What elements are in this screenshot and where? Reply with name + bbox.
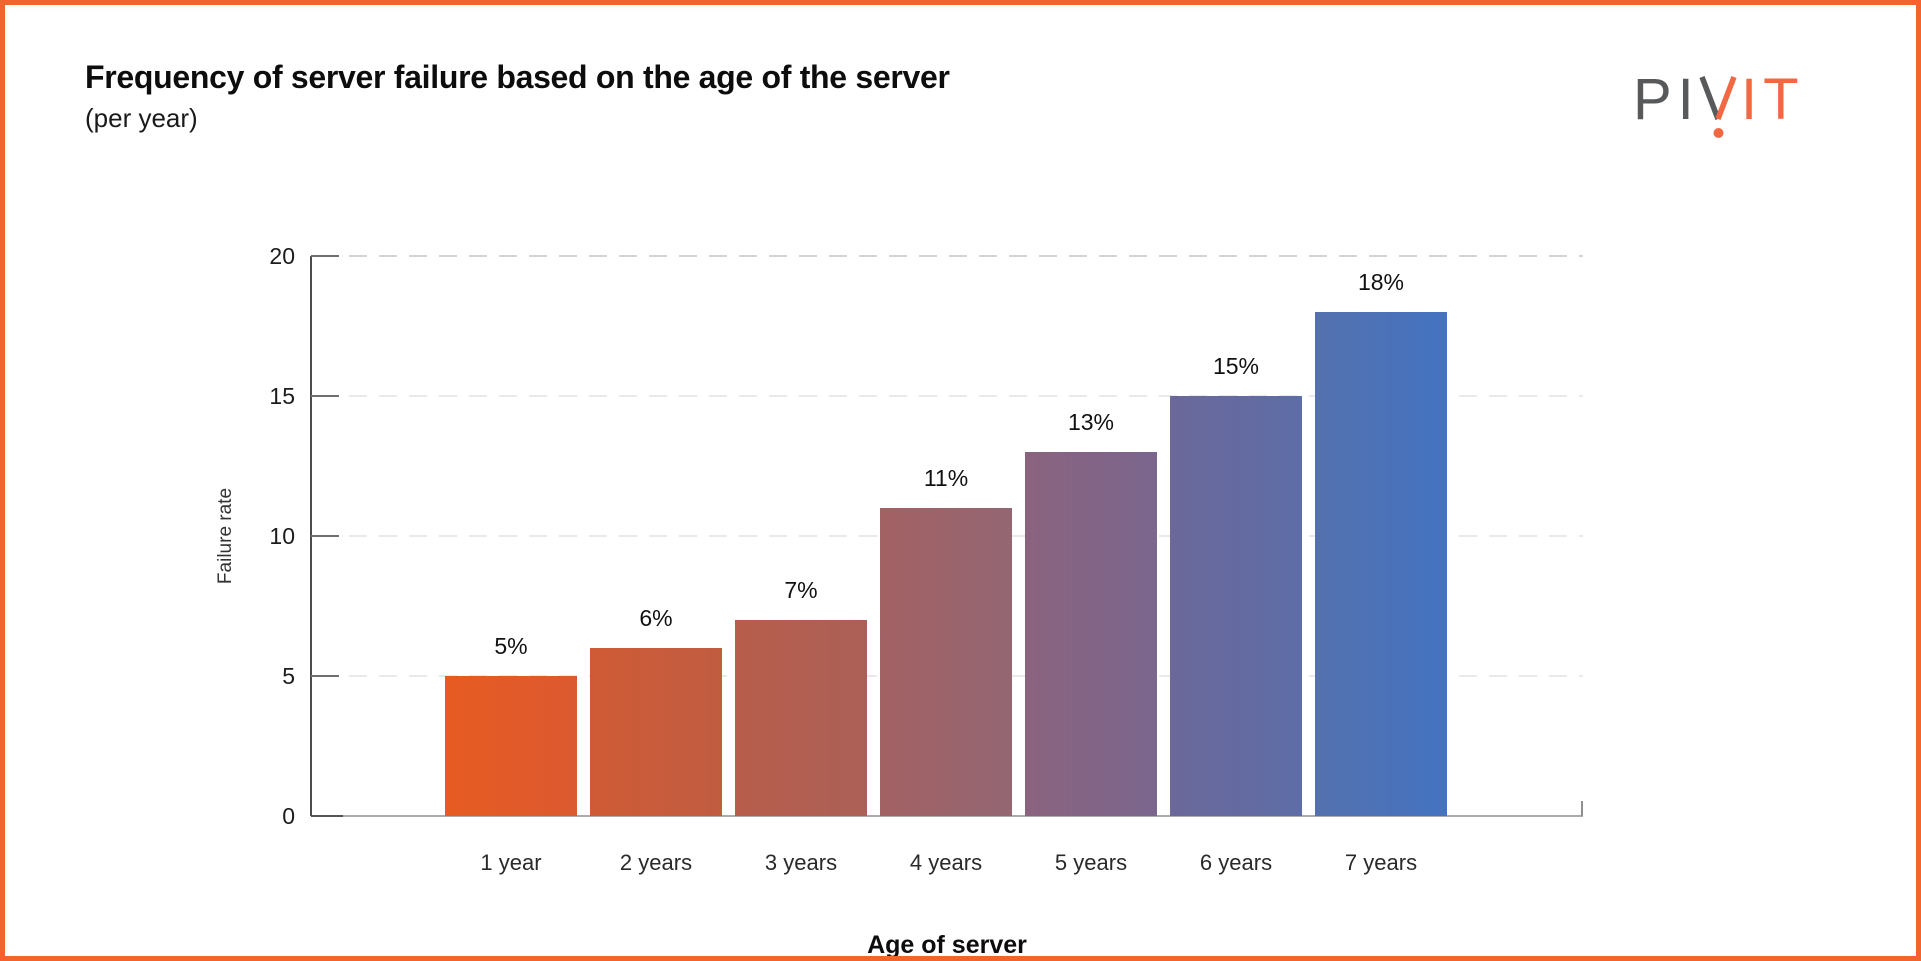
bar-value-label: 7% — [784, 577, 818, 603]
x-tick-label: 7 years — [1344, 850, 1418, 875]
logo-text-gray: PI — [1633, 67, 1700, 132]
bar-value-label: 5% — [494, 633, 528, 659]
x-tick-label: 3 years — [764, 850, 838, 875]
bar-value-label: 11% — [923, 465, 969, 491]
y-tick — [311, 255, 339, 257]
bar — [590, 648, 722, 816]
bar-value-label: 18% — [1357, 269, 1405, 295]
bar — [1315, 312, 1447, 816]
y-tick-label: 15 — [269, 383, 295, 409]
y-tick — [311, 675, 339, 677]
y-tick — [311, 535, 339, 537]
x-tick-label: 6 years — [1199, 850, 1273, 875]
bar-value-label: 6% — [639, 605, 673, 631]
pivit-logo: PI IT — [1633, 67, 1805, 138]
bar — [880, 508, 1012, 816]
logo-text-orange: IT — [1741, 67, 1805, 132]
x-axis-title: Age of server — [867, 931, 1027, 959]
bar — [1025, 452, 1157, 816]
y-tick — [311, 815, 343, 817]
y-tick-label: 0 — [282, 803, 295, 829]
page-subtitle: (per year) — [85, 103, 198, 133]
bar — [1170, 396, 1302, 816]
y-tick-label: 10 — [269, 523, 295, 549]
bar-value-label: 13% — [1067, 409, 1115, 435]
x-tick-label: 5 years — [1054, 850, 1128, 875]
x-axis-line — [311, 815, 1583, 817]
bar-chart: Failure rate Age of server 0 5 10 15 20 5% 1 y… — [5, 5, 1916, 959]
logo-dot-icon — [1713, 128, 1724, 138]
x-tick-label: 1 year — [480, 850, 542, 875]
x-tick-label: 2 years — [619, 850, 693, 875]
y-tick — [311, 395, 339, 397]
bar-value-label: 15% — [1212, 353, 1260, 379]
bar — [735, 620, 867, 816]
page-title: Frequency of server failure based on the… — [85, 59, 950, 95]
x-tick-label: 4 years — [909, 850, 983, 875]
y-gridline — [349, 395, 1583, 397]
x-axis-end-tick — [1581, 801, 1583, 816]
y-tick-label: 5 — [282, 663, 295, 689]
bar — [445, 676, 577, 816]
y-gridline — [349, 255, 1583, 257]
y-tick-label: 20 — [269, 243, 295, 269]
logo-v-icon — [1699, 76, 1737, 138]
